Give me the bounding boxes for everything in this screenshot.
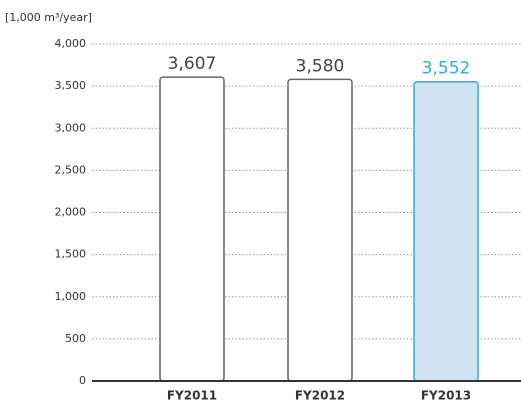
x-tick-label: FY2013 <box>421 389 471 403</box>
value-label: 3,580 <box>296 56 345 76</box>
y-tick-label: 500 <box>65 332 86 345</box>
value-label: 3,607 <box>168 54 217 74</box>
y-tick-label: 2,500 <box>55 163 87 176</box>
y-axis-label: [1,000 m³/year] <box>5 11 92 24</box>
value-label: 3,552 <box>422 59 471 79</box>
y-tick-label: 3,000 <box>55 121 87 134</box>
y-tick-label: 3,500 <box>55 79 87 92</box>
x-tick-label: FY2011 <box>167 389 217 403</box>
y-tick-label: 1,500 <box>55 248 87 261</box>
y-tick-label: 0 <box>79 374 86 387</box>
bar <box>287 78 353 382</box>
y-tick-label: 2,000 <box>55 206 87 219</box>
x-tick-label: FY2012 <box>295 389 345 403</box>
y-tick-label: 1,000 <box>55 290 87 303</box>
y-tick-label: 4,000 <box>55 37 87 50</box>
bar <box>413 80 479 382</box>
bar <box>159 76 225 382</box>
